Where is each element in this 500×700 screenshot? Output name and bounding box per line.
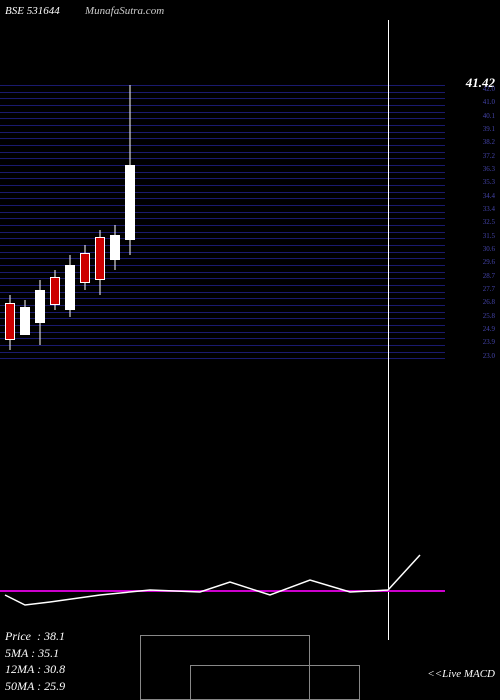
- ma50-value: 25.9: [44, 679, 65, 693]
- info-panel: Price : 38.1 5MA : 35.1 12MA : 30.8 50MA…: [5, 628, 65, 695]
- macd-label: <<Live MACD: [427, 668, 495, 680]
- price-info-label: Price: [5, 629, 31, 643]
- price-info-value: 38.1: [44, 629, 65, 643]
- symbol-label: BSE 531644: [5, 5, 60, 17]
- ma5-value: 35.1: [38, 646, 59, 660]
- watermark-text: MunafaSutra.com: [85, 5, 164, 17]
- candlestick-chart: [0, 85, 445, 365]
- macd-chart: [0, 540, 445, 620]
- ma12-value: 30.8: [44, 662, 65, 676]
- ma5-label: 5MA: [5, 646, 28, 660]
- ma12-label: 12MA: [5, 662, 34, 676]
- macd-signal-line: [0, 540, 445, 620]
- ma50-label: 50MA: [5, 679, 34, 693]
